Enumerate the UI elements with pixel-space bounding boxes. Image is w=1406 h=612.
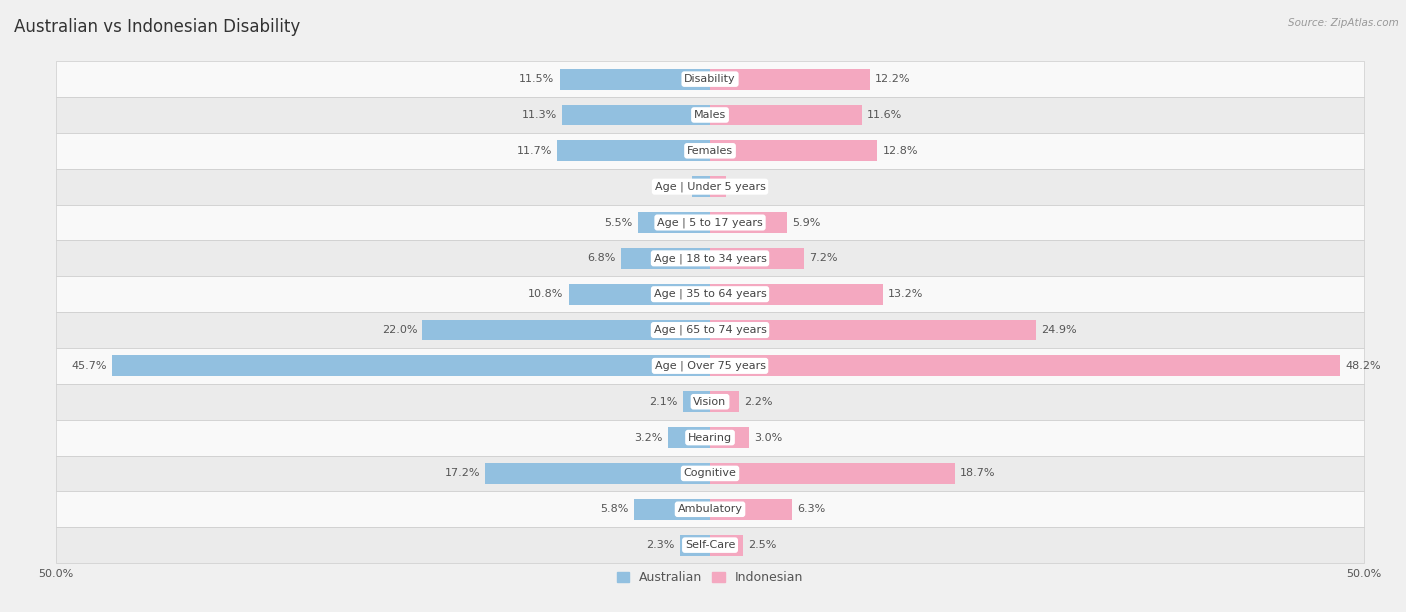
Bar <box>634 499 710 520</box>
Bar <box>56 420 1364 455</box>
Bar <box>710 248 804 269</box>
Text: Disability: Disability <box>685 74 735 84</box>
Bar <box>710 319 1036 340</box>
Bar <box>682 391 710 412</box>
Text: Age | 65 to 74 years: Age | 65 to 74 years <box>654 325 766 335</box>
Bar <box>56 527 1364 563</box>
Bar <box>668 427 710 448</box>
Bar <box>710 212 787 233</box>
Text: 48.2%: 48.2% <box>1346 361 1381 371</box>
Bar <box>56 169 1364 204</box>
Text: 5.8%: 5.8% <box>600 504 628 514</box>
Text: 45.7%: 45.7% <box>72 361 107 371</box>
Bar <box>422 319 710 340</box>
Text: 2.1%: 2.1% <box>650 397 678 407</box>
Text: 18.7%: 18.7% <box>960 468 995 479</box>
Text: 12.2%: 12.2% <box>875 74 910 84</box>
Bar <box>56 61 1364 97</box>
Text: 7.2%: 7.2% <box>810 253 838 263</box>
Text: 6.8%: 6.8% <box>588 253 616 263</box>
Bar <box>681 535 710 556</box>
Text: 1.4%: 1.4% <box>658 182 686 192</box>
Text: Age | Under 5 years: Age | Under 5 years <box>655 181 765 192</box>
Text: 3.2%: 3.2% <box>634 433 664 442</box>
Bar <box>56 97 1364 133</box>
Text: 11.3%: 11.3% <box>522 110 557 120</box>
Bar <box>710 356 1340 376</box>
Bar <box>56 312 1364 348</box>
Text: Age | 5 to 17 years: Age | 5 to 17 years <box>657 217 763 228</box>
Text: 11.6%: 11.6% <box>868 110 903 120</box>
Text: 5.5%: 5.5% <box>605 217 633 228</box>
Bar <box>56 133 1364 169</box>
Text: Age | 35 to 64 years: Age | 35 to 64 years <box>654 289 766 299</box>
Text: 12.8%: 12.8% <box>883 146 918 156</box>
Bar <box>560 69 710 89</box>
Bar <box>710 105 862 125</box>
Text: 2.5%: 2.5% <box>748 540 776 550</box>
Bar <box>710 463 955 484</box>
Bar <box>710 176 725 197</box>
Text: Age | Over 75 years: Age | Over 75 years <box>655 360 765 371</box>
Legend: Australian, Indonesian: Australian, Indonesian <box>612 567 808 589</box>
Text: 24.9%: 24.9% <box>1040 325 1077 335</box>
Bar <box>710 140 877 161</box>
Bar <box>56 455 1364 491</box>
Bar <box>710 499 793 520</box>
Text: Ambulatory: Ambulatory <box>678 504 742 514</box>
Bar <box>56 384 1364 420</box>
Text: Age | 18 to 34 years: Age | 18 to 34 years <box>654 253 766 264</box>
Bar <box>710 427 749 448</box>
Text: 6.3%: 6.3% <box>797 504 825 514</box>
Bar <box>621 248 710 269</box>
Text: 11.7%: 11.7% <box>516 146 551 156</box>
Text: Males: Males <box>695 110 725 120</box>
Text: Source: ZipAtlas.com: Source: ZipAtlas.com <box>1288 18 1399 28</box>
Text: Self-Care: Self-Care <box>685 540 735 550</box>
Text: Hearing: Hearing <box>688 433 733 442</box>
Bar <box>557 140 710 161</box>
Bar <box>692 176 710 197</box>
Text: 10.8%: 10.8% <box>529 289 564 299</box>
Bar <box>56 491 1364 527</box>
Text: 13.2%: 13.2% <box>887 289 924 299</box>
Text: 17.2%: 17.2% <box>444 468 479 479</box>
Bar <box>710 69 869 89</box>
Text: Vision: Vision <box>693 397 727 407</box>
Text: 2.2%: 2.2% <box>744 397 772 407</box>
Text: 5.9%: 5.9% <box>793 217 821 228</box>
Bar <box>569 284 710 305</box>
Text: Australian vs Indonesian Disability: Australian vs Indonesian Disability <box>14 18 301 36</box>
Bar <box>710 535 742 556</box>
Bar <box>710 391 738 412</box>
Bar <box>56 348 1364 384</box>
Text: Cognitive: Cognitive <box>683 468 737 479</box>
Bar <box>710 284 883 305</box>
Bar <box>485 463 710 484</box>
Bar <box>56 241 1364 276</box>
Bar <box>56 204 1364 241</box>
Text: 1.2%: 1.2% <box>731 182 759 192</box>
Text: 22.0%: 22.0% <box>381 325 418 335</box>
Text: Females: Females <box>688 146 733 156</box>
Bar <box>56 276 1364 312</box>
Bar <box>638 212 710 233</box>
Text: 2.3%: 2.3% <box>647 540 675 550</box>
Text: 11.5%: 11.5% <box>519 74 554 84</box>
Bar <box>562 105 710 125</box>
Text: 3.0%: 3.0% <box>755 433 783 442</box>
Bar <box>112 356 710 376</box>
